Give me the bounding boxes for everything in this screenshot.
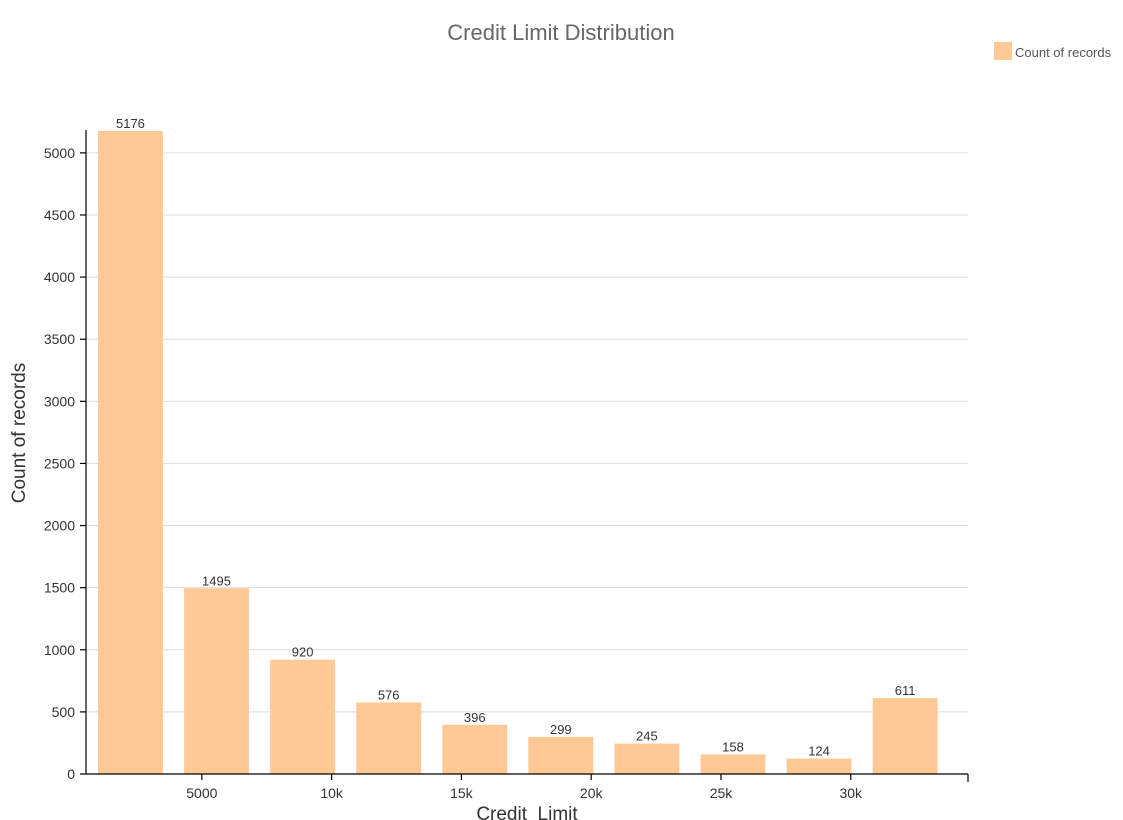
bar-value-label: 245	[636, 729, 658, 744]
bar-value-label: 299	[550, 722, 572, 737]
bar[interactable]	[184, 588, 249, 774]
y-axis-label: Count of records	[9, 363, 30, 503]
x-tick-label: 30k	[839, 785, 863, 801]
bar[interactable]	[786, 758, 852, 774]
x-ticks: 5000 10k 15k 20k 25k 30k	[186, 774, 863, 801]
y-tick-label: 2000	[44, 518, 75, 534]
legend-label: Count of records	[1015, 45, 1112, 60]
legend[interactable]: Count of records	[994, 42, 1112, 60]
bar[interactable]	[442, 724, 508, 774]
x-axis-label: Credit_Limit	[476, 804, 578, 820]
y-tick-label: 3000	[44, 393, 75, 409]
x-tick-label: 5000	[186, 785, 217, 801]
x-tick-label: 20k	[580, 785, 604, 801]
x-tick-label: 25k	[710, 785, 734, 801]
y-tick-label: 4500	[44, 207, 75, 223]
y-tick-label: 5000	[44, 145, 75, 161]
y-tick-label: 2500	[44, 455, 75, 471]
bar[interactable]	[700, 754, 766, 774]
bar-value-label: 396	[464, 710, 486, 725]
bar[interactable]	[98, 131, 163, 774]
bar[interactable]	[356, 702, 422, 774]
x-tick-label: 15k	[450, 785, 474, 801]
bar-value-label: 158	[722, 739, 744, 754]
legend-swatch	[994, 42, 1012, 60]
bar-value-label: 5176	[116, 116, 145, 131]
chart-title: Credit Limit Distribution	[447, 20, 674, 45]
y-tick-label: 4000	[44, 269, 75, 285]
x-tick-label: 10k	[320, 785, 344, 801]
y-ticks: 0 500 1000 1500 2000 2500 3000 3500 4000 4500 5000	[44, 145, 86, 782]
bar-value-label: 611	[895, 683, 916, 698]
data-labels: 5176 1495 920 576 396 299 245 158 124 611	[116, 116, 916, 759]
bar-value-label: 1495	[202, 573, 231, 588]
y-tick-label: 1000	[44, 642, 75, 658]
bar[interactable]	[270, 659, 336, 774]
bar-value-label: 576	[378, 687, 400, 702]
y-tick-label: 0	[67, 766, 75, 782]
bar[interactable]	[528, 736, 594, 774]
bar-value-label: 920	[292, 645, 314, 660]
y-tick-label: 3500	[44, 331, 75, 347]
bars	[98, 131, 938, 774]
y-tick-label: 1500	[44, 580, 75, 596]
y-tick-label: 500	[52, 704, 76, 720]
bar[interactable]	[872, 698, 938, 774]
bar[interactable]	[614, 743, 680, 774]
bar-value-label: 124	[808, 744, 830, 759]
